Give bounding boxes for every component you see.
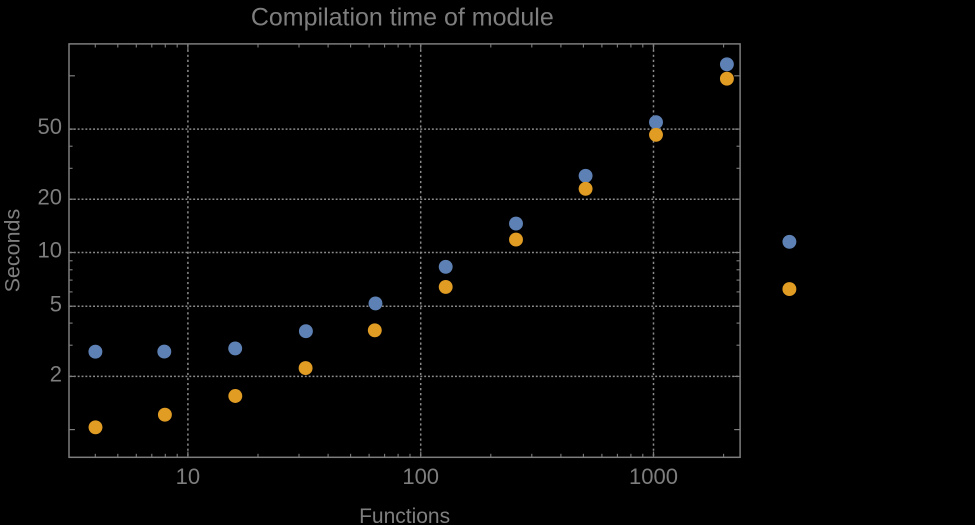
svg-text:10: 10 [176,464,200,489]
svg-text:50: 50 [38,114,62,139]
svg-text:5: 5 [50,291,62,316]
svg-text:20: 20 [38,184,62,209]
svg-text:2: 2 [50,361,62,386]
svg-text:10: 10 [38,238,62,263]
svg-text:Compilation time of module: Compilation time of module [251,4,554,32]
svg-text:Functions: Functions [359,505,450,525]
svg-text:100: 100 [402,464,439,489]
svg-text:Seconds: Seconds [0,209,24,293]
svg-text:1000: 1000 [629,464,678,489]
